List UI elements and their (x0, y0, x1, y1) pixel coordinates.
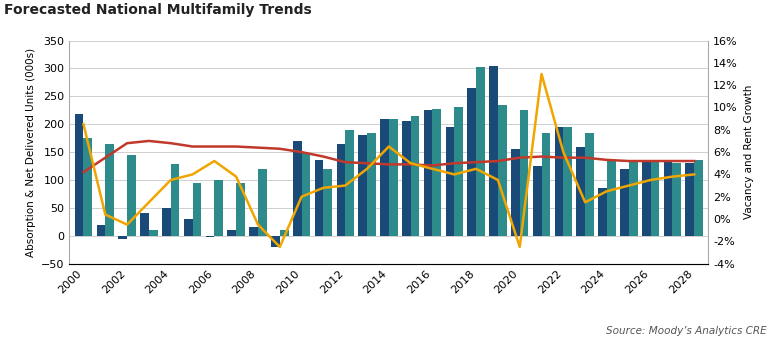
Bar (402, 121, 410, 236)
Bar (685, 163, 695, 236)
Bar (249, 227, 258, 236)
Bar (620, 169, 629, 236)
Bar (629, 161, 638, 236)
Text: Forecasted National Multifamily Trends: Forecasted National Multifamily Trends (4, 3, 312, 17)
Bar (454, 107, 463, 236)
Text: Source: Moody’s Analytics CRE: Source: Moody’s Analytics CRE (605, 326, 766, 336)
Bar (380, 119, 389, 236)
Bar (489, 66, 498, 236)
Bar (541, 132, 551, 236)
Bar (511, 149, 520, 236)
Bar (424, 110, 433, 236)
Bar (598, 188, 607, 236)
Bar (140, 214, 149, 236)
Bar (75, 114, 83, 236)
Bar (607, 161, 616, 236)
Bar (171, 164, 179, 236)
Bar (446, 127, 454, 236)
Bar (258, 169, 266, 236)
Bar (280, 230, 289, 236)
Bar (651, 161, 659, 236)
Bar (358, 136, 367, 236)
Bar (345, 130, 354, 236)
Bar (236, 183, 245, 236)
Bar (533, 166, 541, 236)
Bar (162, 208, 171, 236)
Bar (695, 161, 703, 236)
Bar (214, 180, 223, 236)
Bar (192, 183, 201, 236)
Bar (498, 105, 507, 236)
Bar (105, 144, 114, 236)
Bar (96, 225, 105, 236)
Bar (302, 153, 310, 236)
Bar (315, 161, 323, 236)
Bar (184, 219, 192, 236)
Bar (642, 161, 651, 236)
Bar (271, 236, 280, 247)
Bar (672, 163, 681, 236)
Bar (410, 116, 420, 236)
Y-axis label: Vacancy and Rent Growth: Vacancy and Rent Growth (744, 85, 754, 219)
Bar (389, 119, 397, 236)
Bar (127, 155, 136, 236)
Bar (293, 141, 302, 236)
Bar (119, 236, 127, 239)
Bar (476, 67, 485, 236)
Bar (323, 169, 332, 236)
Bar (577, 147, 585, 236)
Bar (149, 230, 158, 236)
Bar (336, 144, 345, 236)
Bar (467, 88, 476, 236)
Bar (520, 110, 528, 236)
Bar (433, 108, 441, 236)
Bar (585, 132, 594, 236)
Bar (206, 236, 214, 237)
Bar (227, 230, 236, 236)
Bar (664, 161, 672, 236)
Bar (83, 138, 92, 236)
Bar (554, 127, 564, 236)
Bar (564, 127, 572, 236)
Y-axis label: Absorption & Net Delivered Units (000s): Absorption & Net Delivered Units (000s) (25, 48, 35, 257)
Bar (367, 132, 376, 236)
